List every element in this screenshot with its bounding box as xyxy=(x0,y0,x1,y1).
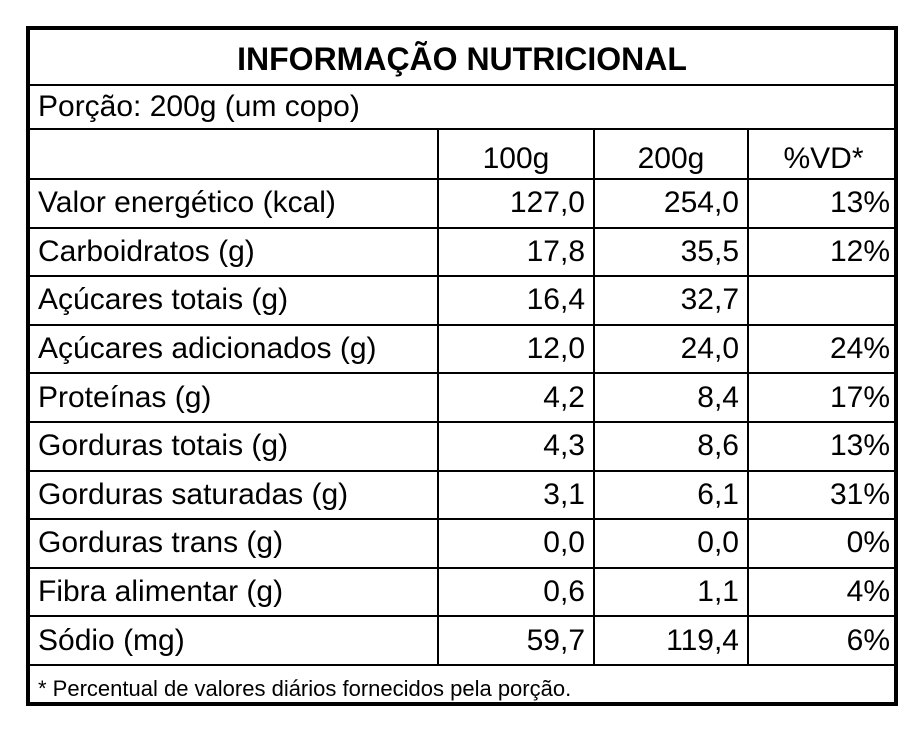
table-row: Gorduras trans (g) 0,0 0,0 0% xyxy=(30,519,898,569)
nutrition-label: INFORMAÇÃO NUTRICIONAL Porção: 200g (um … xyxy=(26,26,898,706)
table-row: Carboidratos (g) 17,8 35,5 12% xyxy=(30,227,898,278)
value-vd: 4% xyxy=(747,567,898,618)
value-200g: 8,4 xyxy=(593,373,748,423)
nutrient-name: Gorduras totais (g) xyxy=(30,421,438,472)
table-row: Açúcares totais (g) 16,4 32,7 xyxy=(30,276,898,326)
nutrient-name: Açúcares adicionados (g) xyxy=(30,324,438,375)
footnote: * Percentual de valores diários fornecid… xyxy=(38,675,572,701)
value-100g: 4,3 xyxy=(437,421,594,472)
nutrient-name: Valor energético (kcal) xyxy=(30,179,438,229)
value-200g: 24,0 xyxy=(593,324,748,375)
label-title: INFORMAÇÃO NUTRICIONAL xyxy=(30,30,894,86)
value-200g: 35,5 xyxy=(593,227,748,278)
table-row: Gorduras totais (g) 4,3 8,6 13% xyxy=(30,421,898,472)
table-row: Gorduras saturadas (g) 3,1 6,1 31% xyxy=(30,470,898,521)
value-vd xyxy=(747,276,898,326)
nutrition-table: 100g 200g %VD* Valor energético (kcal) 12… xyxy=(30,130,898,666)
nutrient-name: Gorduras saturadas (g) xyxy=(30,470,438,521)
value-100g: 17,8 xyxy=(437,227,594,278)
nutrient-name: Fibra alimentar (g) xyxy=(30,567,438,618)
value-200g: 119,4 xyxy=(593,616,748,666)
table-header-row: 100g 200g %VD* xyxy=(30,130,898,180)
value-200g: 1,1 xyxy=(593,567,748,618)
table-row: Açúcares adicionados (g) 12,0 24,0 24% xyxy=(30,324,898,375)
value-vd: 0% xyxy=(747,519,898,569)
nutrient-name: Proteínas (g) xyxy=(30,373,438,423)
value-200g: 0,0 xyxy=(593,519,748,569)
value-vd: 24% xyxy=(747,324,898,375)
table-row: Valor energético (kcal) 127,0 254,0 13% xyxy=(30,179,898,229)
value-200g: 8,6 xyxy=(593,421,748,472)
value-100g: 0,0 xyxy=(437,519,594,569)
value-vd: 6% xyxy=(747,616,898,666)
value-vd: 13% xyxy=(747,421,898,472)
value-100g: 0,6 xyxy=(437,567,594,618)
value-100g: 3,1 xyxy=(437,470,594,521)
column-header-nutrient xyxy=(30,130,438,180)
value-100g: 12,0 xyxy=(437,324,594,375)
value-100g: 127,0 xyxy=(437,179,594,229)
value-100g: 16,4 xyxy=(437,276,594,326)
value-200g: 32,7 xyxy=(593,276,748,326)
nutrient-name: Sódio (mg) xyxy=(30,616,438,666)
nutrient-name: Gorduras trans (g) xyxy=(30,519,438,569)
table-row: Sódio (mg) 59,7 119,4 6% xyxy=(30,616,898,666)
value-100g: 4,2 xyxy=(437,373,594,423)
value-vd: 31% xyxy=(747,470,898,521)
table-row: Fibra alimentar (g) 0,6 1,1 4% xyxy=(30,567,898,618)
value-100g: 59,7 xyxy=(437,616,594,666)
value-200g: 6,1 xyxy=(593,470,748,521)
value-vd: 13% xyxy=(747,179,898,229)
value-200g: 254,0 xyxy=(593,179,748,229)
column-header-vd: %VD* xyxy=(747,130,898,180)
nutrient-name: Açúcares totais (g) xyxy=(30,276,438,326)
value-vd: 12% xyxy=(747,227,898,278)
value-vd: 17% xyxy=(747,373,898,423)
nutrient-name: Carboidratos (g) xyxy=(30,227,438,278)
column-header-200g: 200g xyxy=(593,130,748,180)
portion-size: Porção: 200g (um copo) xyxy=(30,86,894,130)
table-row: Proteínas (g) 4,2 8,4 17% xyxy=(30,373,898,423)
column-header-100g: 100g xyxy=(437,130,594,180)
